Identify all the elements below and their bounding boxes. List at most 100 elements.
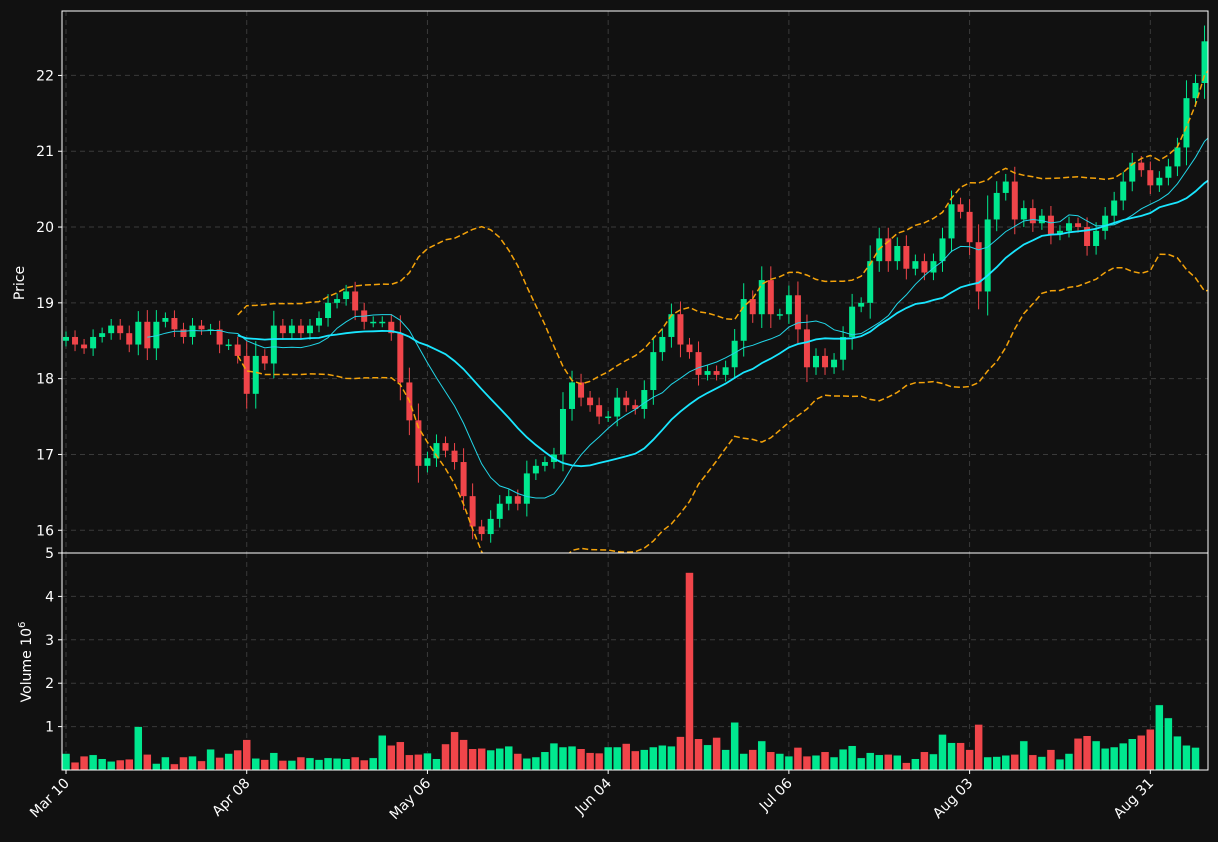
candle-body xyxy=(578,382,585,398)
volume-tick-label: 1 xyxy=(45,720,54,736)
volume-bar xyxy=(423,752,432,771)
candle-body xyxy=(767,280,774,315)
volume-bar xyxy=(495,748,504,771)
volume-bar xyxy=(974,724,983,771)
volume-bar xyxy=(640,749,649,771)
volume-bar xyxy=(576,748,586,771)
volume-bar xyxy=(161,756,170,771)
candle-body xyxy=(117,325,124,334)
candle-body xyxy=(99,333,106,337)
volume-bar xyxy=(522,758,532,771)
candle-body xyxy=(1047,215,1054,235)
candle-body xyxy=(81,344,88,349)
volume-bar xyxy=(459,739,468,771)
candle-body xyxy=(216,329,223,345)
volume-bar xyxy=(603,746,613,771)
candle-body xyxy=(352,291,359,311)
volume-bar xyxy=(1109,746,1119,771)
candle-body xyxy=(1075,223,1082,228)
candle-body xyxy=(541,462,548,466)
volume-bar xyxy=(305,757,315,771)
candle-body xyxy=(306,325,313,334)
volume-bar xyxy=(468,748,477,771)
volume-bar xyxy=(703,744,712,771)
candle-body xyxy=(1038,215,1045,224)
volume-bar xyxy=(549,742,559,771)
candle-body xyxy=(334,299,341,303)
lower-band-line xyxy=(237,253,1208,553)
candle-body xyxy=(1029,208,1036,224)
candle-body xyxy=(984,219,991,292)
volume-bar xyxy=(1146,728,1155,771)
volume-bar xyxy=(188,755,197,771)
volume-bar xyxy=(694,738,703,771)
volume-bar xyxy=(1055,758,1065,771)
volume-bar xyxy=(712,737,721,771)
volume-bar xyxy=(197,760,206,771)
volume-bar xyxy=(350,756,360,771)
slow-moving-average-line xyxy=(237,179,1208,468)
volume-bar xyxy=(314,759,324,771)
volume-bar xyxy=(242,739,251,771)
volume-bar xyxy=(1001,754,1010,771)
candle-body xyxy=(1084,227,1091,246)
candle-body xyxy=(496,503,503,519)
candle-body xyxy=(261,355,268,364)
candle-body xyxy=(1093,230,1100,246)
volume-bar xyxy=(567,745,577,771)
volume-bar xyxy=(983,756,992,771)
candle-body xyxy=(641,390,648,409)
volume-bar xyxy=(134,726,143,771)
volume-bar xyxy=(811,754,821,771)
volume-bar xyxy=(685,572,694,771)
candle-body xyxy=(180,329,187,337)
price-tick-label: 21 xyxy=(36,144,54,160)
candle-body xyxy=(740,299,747,341)
candle-body xyxy=(722,367,729,375)
volume-bar xyxy=(938,734,947,771)
candle-body xyxy=(234,344,241,356)
candle-body xyxy=(632,405,639,409)
candle-body xyxy=(424,458,431,466)
candle-body xyxy=(559,408,566,455)
candle-body xyxy=(894,245,901,262)
candle-body xyxy=(523,473,530,504)
candle-body xyxy=(1192,83,1199,99)
volume-bar xyxy=(947,742,956,771)
volume-bar xyxy=(278,760,288,771)
candle-body xyxy=(948,204,955,239)
candle-body xyxy=(695,352,702,375)
candle-body xyxy=(451,450,458,463)
candle-body xyxy=(596,405,603,417)
volume-bar xyxy=(757,740,767,771)
candle-body xyxy=(487,518,494,535)
candle-body xyxy=(1201,41,1208,84)
candle-body xyxy=(135,321,142,345)
volume-bar xyxy=(1010,754,1020,771)
volume-bar xyxy=(1191,747,1200,771)
price-tick-label: 20 xyxy=(36,220,54,236)
price-tick-label: 19 xyxy=(36,296,54,312)
volume-bar xyxy=(477,748,486,771)
candle-body xyxy=(1165,166,1172,178)
volume-bar xyxy=(97,758,107,771)
candle-body xyxy=(162,318,169,322)
volume-bar xyxy=(739,753,748,771)
candle-body xyxy=(505,496,512,504)
volume-bar xyxy=(414,754,423,771)
volume-bar xyxy=(359,759,369,771)
candle-body xyxy=(1011,181,1018,220)
volume-bar xyxy=(287,760,297,771)
volume-bar xyxy=(61,753,71,771)
candle-body xyxy=(858,302,865,307)
candle-body xyxy=(1102,215,1109,231)
candle-body xyxy=(840,336,847,360)
volume-bar xyxy=(513,753,523,771)
volume-bar xyxy=(531,756,541,771)
volume-bar xyxy=(540,751,550,771)
volume-bar xyxy=(965,749,974,771)
volume-bar xyxy=(378,735,387,771)
price-series xyxy=(63,25,1208,553)
candle-body xyxy=(469,496,476,527)
